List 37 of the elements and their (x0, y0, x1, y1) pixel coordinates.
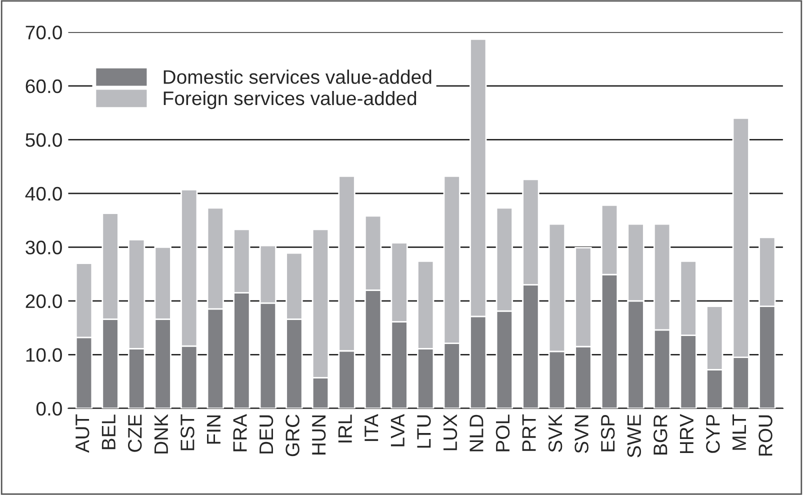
x-tick-label: FRA (233, 414, 247, 452)
x-tick-label: CZE (128, 414, 142, 452)
x-tick-label: DEU (260, 415, 274, 454)
y-tick-label: 50.0 (26, 133, 62, 147)
x-tick-label: SWE (627, 414, 642, 458)
x-tick-label: EST (180, 414, 194, 450)
x-tick-label: ESP (600, 414, 615, 452)
y-tick-label: 0.0 (36, 402, 62, 416)
y-tick-label: 70.0 (26, 26, 62, 40)
x-tick-label: AUT (76, 414, 90, 453)
x-tick-label: SVK (548, 414, 562, 452)
x-tick-label: SVN (574, 416, 588, 454)
x-tick-label: LTU (417, 415, 431, 448)
x-tick-label: LUX (444, 414, 458, 450)
legend-label: Foreign services value-added (164, 90, 416, 110)
x-tick-label: IRL (338, 414, 352, 442)
x-tick-label: BEL (102, 414, 116, 450)
x-tick-label: BGR (654, 414, 668, 454)
x-tick-label: HUN (312, 416, 326, 454)
x-tick-label: GRC (286, 414, 300, 456)
x-tick-label: MLT (732, 414, 746, 450)
legend-label: Domestic services value-added (164, 70, 432, 84)
y-tick-label: 40.0 (25, 186, 62, 201)
x-tick-label: CYP (706, 414, 720, 453)
x-tick-label: LVA (390, 414, 404, 446)
y-tick-label: 60.0 (26, 79, 62, 94)
x-tick-label: PRT (522, 414, 536, 451)
x-tick-label: DNK (154, 414, 168, 454)
y-tick-label: 30.0 (26, 240, 62, 254)
y-tick-label: 20.0 (26, 294, 62, 308)
y-tick-label: 10.0 (26, 348, 62, 362)
x-tick-label: FIN (207, 416, 220, 444)
x-tick-label: ROU (758, 415, 772, 456)
x-tick-label: NLD (470, 414, 484, 452)
x-tick-label: HRV (680, 414, 694, 454)
x-tick-label: POL (496, 414, 510, 452)
x-tick-label: ITA (364, 414, 378, 441)
